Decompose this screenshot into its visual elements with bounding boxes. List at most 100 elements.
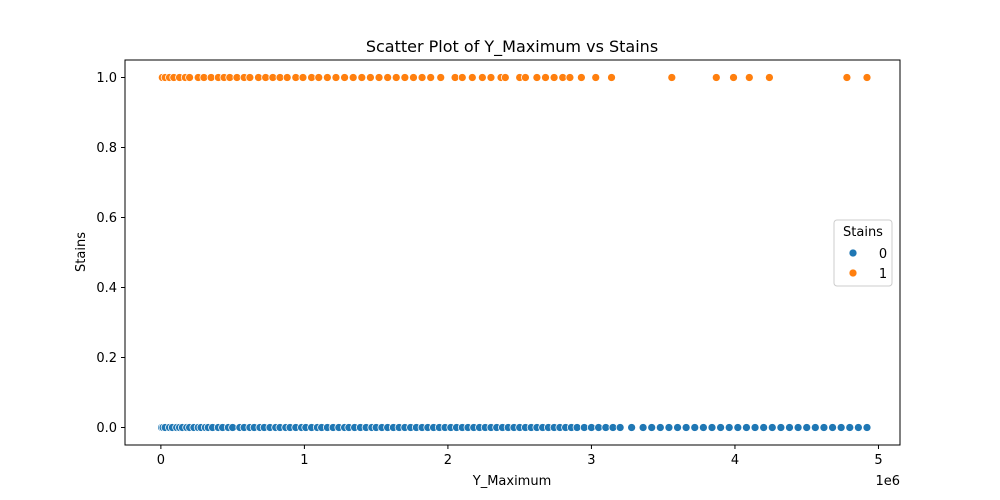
data-point-series-1 (436, 73, 446, 82)
x-axis-ticks: 0 1 2 3 4 5 (157, 445, 883, 468)
data-point-series-1 (374, 73, 384, 82)
data-point-series-1 (765, 73, 774, 82)
data-point-series-0 (819, 423, 829, 432)
data-point-series-1 (521, 73, 530, 82)
chart-title: Scatter Plot of Y_Maximum vs Stains (366, 37, 658, 57)
data-point-series-0 (776, 423, 786, 432)
y-tick-label: 0.0 (96, 421, 117, 436)
points-layer (157, 73, 872, 432)
data-point-series-0 (615, 423, 625, 432)
legend-marker-0 (848, 248, 858, 258)
data-point-series-1 (500, 73, 510, 82)
data-point-series-1 (591, 73, 601, 82)
data-point-series-0 (647, 423, 657, 432)
data-point-series-1 (275, 73, 285, 82)
data-point-series-0 (767, 423, 777, 432)
data-point-series-0 (690, 423, 700, 432)
data-point-series-1 (340, 73, 349, 82)
data-point-series-1 (232, 73, 242, 82)
y-tick-label: 1.0 (96, 71, 117, 86)
data-point-series-1 (206, 73, 216, 82)
data-point-series-1 (477, 73, 487, 82)
data-point-series-1 (254, 73, 263, 82)
data-point-series-0 (627, 423, 636, 432)
data-point-series-0 (854, 423, 863, 432)
data-point-series-0 (716, 423, 725, 432)
x-axis-label: Y_Maximum (472, 474, 552, 489)
legend-label-0: 0 (879, 247, 887, 262)
data-point-series-1 (549, 73, 559, 82)
data-point-series-1 (366, 73, 375, 82)
data-point-series-1 (391, 73, 401, 82)
data-point-series-1 (400, 73, 410, 82)
data-point-series-1 (417, 73, 427, 82)
data-point-series-0 (810, 423, 820, 432)
data-point-series-1 (409, 73, 418, 82)
y-tick-label: 0.2 (96, 351, 117, 366)
legend-entries: 01 (848, 247, 887, 282)
x-tick-label: 1 (300, 453, 308, 468)
data-point-series-1 (268, 73, 278, 82)
data-point-series-1 (532, 73, 542, 82)
data-point-series-1 (729, 73, 738, 82)
data-point-series-1 (298, 73, 308, 82)
data-point-series-1 (577, 73, 586, 82)
legend-marker-1 (848, 268, 858, 278)
data-point-series-0 (785, 423, 794, 432)
data-point-series-0 (862, 423, 872, 432)
y-tick-label: 0.8 (96, 141, 117, 156)
data-point-series-0 (724, 423, 734, 432)
data-point-series-1 (331, 73, 341, 82)
legend-label-1: 1 (879, 267, 887, 282)
data-point-series-0 (594, 423, 603, 432)
data-point-series-1 (457, 73, 467, 82)
x-tick-label: 5 (874, 453, 882, 468)
data-point-series-0 (572, 423, 582, 432)
data-point-series-1 (467, 73, 477, 82)
legend: Stains 01 (833, 219, 893, 287)
data-point-series-0 (579, 423, 589, 432)
legend-box (833, 219, 893, 287)
data-point-series-1 (322, 73, 332, 82)
data-point-series-0 (742, 423, 751, 432)
data-point-series-0 (828, 423, 837, 432)
data-point-series-1 (558, 73, 568, 82)
x-tick-label: 3 (587, 453, 595, 468)
legend-title: Stains (843, 225, 883, 240)
data-point-series-0 (681, 423, 691, 432)
y-axis-ticks: 0.0 0.2 0.4 0.6 0.8 1.0 (96, 71, 125, 436)
data-point-series-1 (383, 73, 393, 82)
data-point-series-1 (565, 73, 575, 82)
y-tick-label: 0.4 (96, 281, 117, 296)
data-point-series-0 (673, 423, 682, 432)
data-point-series-1 (744, 73, 754, 82)
data-point-series-0 (733, 423, 743, 432)
x-tick-label: 2 (444, 453, 452, 468)
data-point-series-1 (450, 73, 460, 82)
data-point-series-1 (711, 73, 721, 82)
data-point-series-0 (638, 423, 648, 432)
data-point-series-1 (185, 73, 194, 82)
data-point-series-0 (802, 423, 812, 432)
data-point-series-0 (759, 423, 769, 432)
x-tick-label: 0 (157, 453, 165, 468)
y-tick-label: 0.6 (96, 211, 117, 226)
data-point-series-0 (750, 423, 760, 432)
data-point-series-1 (245, 73, 255, 82)
data-point-series-1 (282, 73, 292, 82)
data-point-series-0 (608, 423, 618, 432)
data-point-series-1 (667, 73, 677, 82)
data-point-series-1 (348, 73, 358, 82)
data-point-series-1 (607, 73, 616, 82)
x-axis-offset-label: 1e6 (875, 474, 900, 489)
data-point-series-0 (707, 423, 717, 432)
data-point-series-1 (486, 73, 496, 82)
data-point-series-0 (699, 423, 708, 432)
data-point-series-1 (541, 73, 550, 82)
x-tick-label: 4 (731, 453, 739, 468)
data-point-series-0 (664, 423, 674, 432)
data-point-series-1 (357, 73, 367, 82)
data-point-series-1 (426, 73, 436, 82)
